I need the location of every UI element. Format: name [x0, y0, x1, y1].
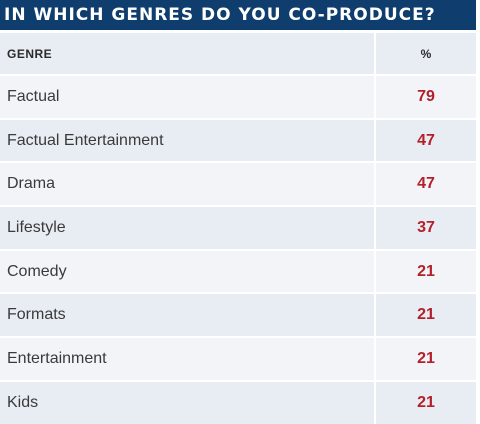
genre-label: Formats [7, 306, 66, 324]
percent-value: 21 [374, 294, 476, 337]
percent-value: 47 [374, 119, 476, 162]
table-body: Factual 79 Factual Entertainment 47 Drama 47 L… [0, 74, 476, 424]
genre-label: Factual Entertainment [7, 131, 164, 149]
genre-label: Drama [7, 175, 56, 193]
row-divider [0, 74, 476, 76]
table-row: Comedy 21 [0, 250, 476, 293]
table-row: Entertainment 21 [0, 338, 476, 380]
table-row: Kids 21 [0, 381, 476, 424]
table-row: Formats 21 [0, 294, 476, 337]
table-row: Lifestyle 37 [0, 207, 476, 249]
row-divider [0, 292, 476, 295]
percent-value: 79 [374, 76, 476, 118]
percent-value: 21 [374, 338, 476, 380]
genre-label: Factual [7, 87, 60, 105]
percent-value: 21 [374, 250, 476, 293]
row-divider [0, 248, 476, 251]
genre-label: Entertainment [7, 349, 107, 367]
table-row: Factual Entertainment 47 [0, 119, 476, 162]
table-row: Factual 79 [0, 76, 476, 118]
row-divider [0, 336, 476, 339]
percent-value: 37 [374, 207, 476, 249]
column-header-genre: GENRE [7, 46, 53, 61]
genre-table: GENRE % Factual 79 Factual Entertainment 47… [0, 33, 476, 424]
row-divider [0, 161, 476, 164]
percent-value: 21 [374, 381, 476, 424]
row-divider [0, 117, 476, 120]
genre-label: Lifestyle [7, 218, 66, 236]
percent-value: 47 [374, 163, 476, 206]
row-divider [0, 379, 476, 382]
table-header-row: GENRE % [0, 33, 476, 74]
row-divider [0, 205, 476, 208]
table-row: Drama 47 [0, 163, 476, 206]
column-header-percent: % [374, 33, 476, 74]
genre-label: Kids [7, 393, 39, 411]
genre-label: Comedy [7, 262, 67, 280]
chart-title: IN WHICH GENRES DO YOU CO-PRODUCE? [0, 0, 476, 30]
